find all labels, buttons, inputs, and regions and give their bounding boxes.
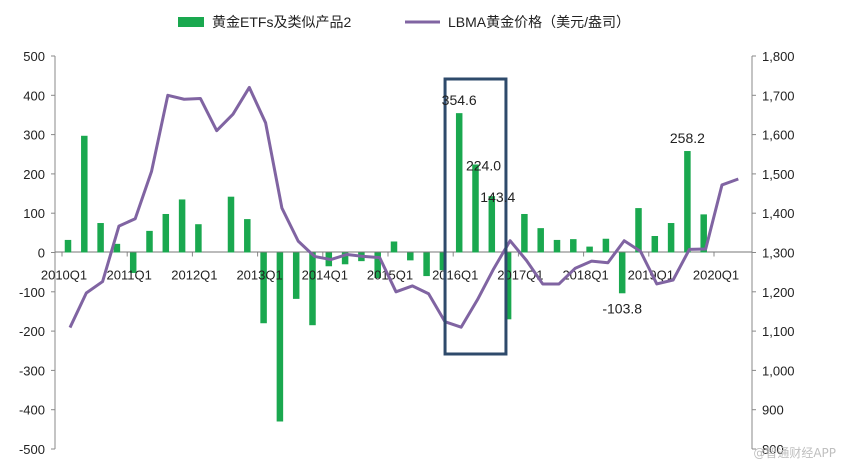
- left-tick-label: 400: [23, 88, 45, 103]
- bar: [586, 246, 593, 253]
- right-tick-label: 1,300: [762, 246, 795, 261]
- bar: [667, 223, 675, 253]
- bar: [504, 252, 512, 320]
- bar: [635, 208, 642, 253]
- bar: [195, 224, 202, 253]
- right-tick-label: 1,400: [762, 206, 795, 221]
- x-tick-label: 2015Q1: [367, 268, 413, 283]
- x-tick-label: 2017Q1: [497, 268, 543, 283]
- left-tick-label: 300: [23, 128, 45, 143]
- x-tick-label: 2016Q1: [432, 268, 478, 283]
- x-tick-label: 2011Q1: [107, 268, 152, 283]
- right-tick-label: 800: [762, 442, 784, 457]
- bar: [309, 252, 316, 326]
- right-tick-label: 900: [762, 403, 784, 418]
- bar: [472, 164, 479, 253]
- bar: [113, 243, 121, 253]
- right-tick-label: 1,600: [762, 128, 795, 143]
- bar: [521, 213, 528, 253]
- right-tick-label: 1,200: [762, 285, 795, 300]
- bar: [227, 196, 235, 253]
- bar: [276, 252, 284, 422]
- bar: [700, 214, 707, 253]
- data-label: 354.6: [442, 92, 477, 108]
- legend-bar-label: 黄金ETFs及类似产品2: [212, 14, 351, 30]
- annotations: 354.6 224.0 143.4 258.2 -103.8: [442, 92, 705, 316]
- bar: [292, 252, 300, 299]
- left-axis-ticks: -500 -400 -300 -200 -100 0 100 200 300 400 500: [19, 49, 55, 457]
- bar: [341, 252, 349, 265]
- bar: [602, 238, 610, 253]
- bar: [439, 252, 447, 271]
- bar: [390, 241, 398, 253]
- x-axis-labels: 2010Q1 2011Q1 2012Q1 2013Q1 2014Q1 2015Q1 2016…: [41, 252, 739, 283]
- legend-line-label: LBMA黄金价格（美元/盎司）: [448, 14, 630, 30]
- bar: [64, 239, 72, 253]
- legend-bar-swatch: [178, 17, 204, 27]
- bar: [407, 252, 414, 261]
- bar: [570, 239, 577, 253]
- x-tick-label: 2013Q1: [236, 268, 282, 283]
- bar: [178, 199, 186, 253]
- highlight-box: [443, 77, 508, 356]
- right-tick-label: 1,500: [762, 167, 795, 182]
- right-tick-label: 1,800: [762, 49, 795, 64]
- bar-series: [64, 113, 707, 422]
- bar: [146, 230, 153, 253]
- x-tick-label: 2012Q1: [171, 268, 217, 283]
- left-tick-label: -500: [19, 442, 45, 457]
- bar: [260, 252, 267, 324]
- left-tick-label: 500: [23, 49, 45, 64]
- right-tick-label: 1,000: [762, 363, 795, 378]
- data-label: 258.2: [670, 130, 705, 146]
- left-tick-label: -400: [19, 403, 45, 418]
- price-line: [68, 85, 739, 329]
- left-tick-label: 200: [23, 167, 45, 182]
- watermark: @智通财经APP: [753, 445, 836, 460]
- left-tick-label: -300: [19, 363, 45, 378]
- left-tick-label: 100: [23, 206, 45, 221]
- bar: [423, 252, 430, 277]
- bar: [537, 228, 544, 253]
- data-label: 224.0: [466, 157, 501, 173]
- bar: [553, 239, 561, 253]
- right-axis-ticks: 800 900 1,000 1,100 1,200 1,300 1,400 1,500 1,60…: [752, 49, 795, 457]
- bar: [244, 219, 251, 253]
- left-tick-label: -100: [19, 285, 45, 300]
- bar: [374, 252, 381, 279]
- bar: [162, 213, 170, 253]
- x-tick-label: 2020Q1: [693, 268, 739, 283]
- right-tick-label: 1,700: [762, 88, 795, 103]
- left-tick-label: -200: [19, 324, 45, 339]
- bar: [81, 135, 88, 253]
- x-tick-label: 2014Q1: [302, 268, 348, 283]
- legend: 黄金ETFs及类似产品2 LBMA黄金价格（美元/盎司）: [178, 14, 630, 30]
- right-tick-label: 1,100: [762, 324, 795, 339]
- bar: [618, 252, 626, 294]
- x-tick-label: 2010Q1: [41, 268, 87, 283]
- bar: [684, 151, 691, 253]
- bar: [129, 252, 137, 273]
- data-label: -103.8: [602, 300, 642, 316]
- bar: [651, 235, 659, 253]
- bar: [488, 196, 496, 253]
- left-tick-label: 0: [38, 246, 45, 261]
- data-label: 143.4: [480, 189, 515, 205]
- bar: [97, 223, 104, 253]
- bar: [455, 113, 463, 253]
